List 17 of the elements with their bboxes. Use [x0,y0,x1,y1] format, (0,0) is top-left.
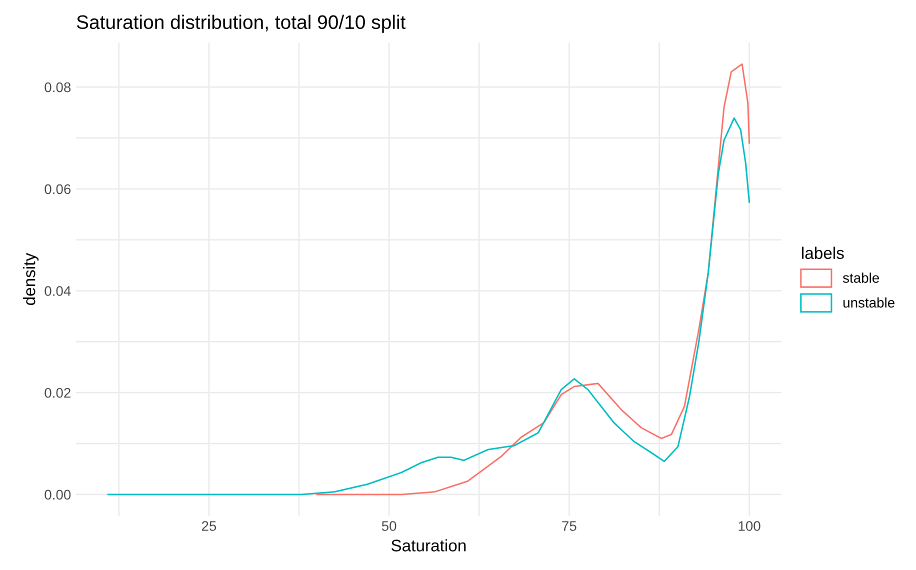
y-tick-label: 0.06 [44,184,71,194]
y-tick-label: 0.00 [44,490,71,500]
y-tick-label: 0.08 [44,82,71,92]
legend-label: stable [842,272,880,283]
legend-label: unstable [843,297,894,308]
legend-title: labels [802,246,844,259]
x-tick-label: 100 [738,521,760,531]
line-series [107,117,750,496]
x-axis-title: Saturation [391,539,466,552]
x-tick-label: 25 [202,521,216,531]
chart-title: Saturation distribution, total 90/10 split [76,14,406,33]
line-series [316,63,750,496]
y-tick-label: 0.04 [44,286,71,296]
x-tick-label: 50 [382,521,396,531]
y-tick-label: 0.02 [44,388,70,398]
x-tick-label: 75 [562,521,576,531]
y-axis-title: density [23,252,39,305]
